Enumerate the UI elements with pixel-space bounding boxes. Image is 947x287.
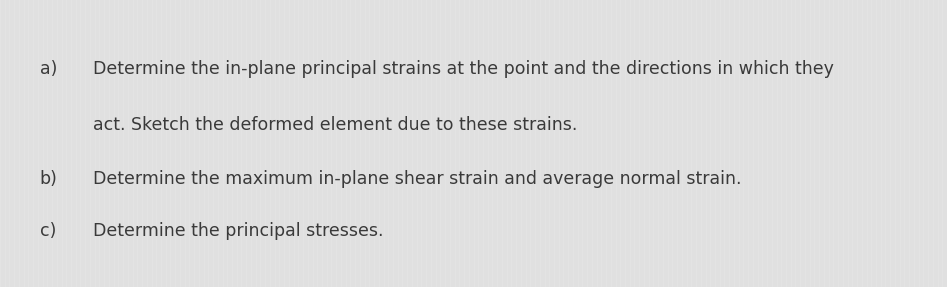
Text: Determine the in-plane principal strains at the point and the directions in whic: Determine the in-plane principal strains… [93, 60, 833, 78]
Text: c): c) [40, 222, 56, 240]
Text: Determine the principal stresses.: Determine the principal stresses. [93, 222, 384, 240]
Text: b): b) [40, 170, 58, 188]
Text: act. Sketch the deformed element due to these strains.: act. Sketch the deformed element due to … [93, 116, 577, 134]
Text: Determine the maximum in-plane shear strain and average normal strain.: Determine the maximum in-plane shear str… [93, 170, 742, 188]
Text: a): a) [40, 60, 57, 78]
